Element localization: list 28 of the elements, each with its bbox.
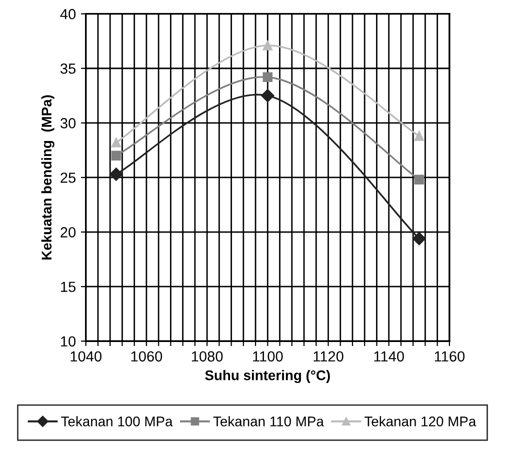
y-tick-label: 40: [60, 8, 76, 20]
legend-label: Tekanan 110 MPa: [213, 416, 324, 426]
x-tick-label: 1080: [192, 351, 223, 362]
x-tick-label: 1060: [131, 351, 162, 362]
x-tick-label: 1140: [374, 351, 404, 362]
point: [262, 40, 273, 50]
x-tick-label: 1120: [314, 351, 344, 362]
y-tick-label: 35: [60, 63, 76, 74]
y-tick-label: 15: [61, 282, 76, 292]
y-tick-label: 25: [60, 172, 76, 183]
point: [414, 174, 424, 185]
point: [111, 138, 122, 148]
x-tick-label: 1160: [434, 351, 465, 362]
x-axis-title: Suhu sintering (°C): [205, 370, 330, 384]
point: [414, 131, 424, 141]
y-tick-label: 30: [60, 118, 76, 128]
y-axis-title: Kekuatan bending (MPa): [41, 95, 54, 260]
point: [111, 150, 122, 161]
x-tick-label: 1100: [253, 351, 283, 362]
point: [262, 72, 273, 82]
x-tick-label: 1040: [70, 351, 102, 362]
point: [261, 89, 274, 102]
point: [412, 232, 426, 246]
y-tick-label: 20: [60, 227, 76, 238]
legend-label: Tekanan 120 MPa: [364, 416, 476, 426]
legend-label: Tekanan 100 MPa: [61, 416, 173, 426]
y-tick-label: 10: [61, 336, 76, 347]
point: [110, 168, 123, 181]
